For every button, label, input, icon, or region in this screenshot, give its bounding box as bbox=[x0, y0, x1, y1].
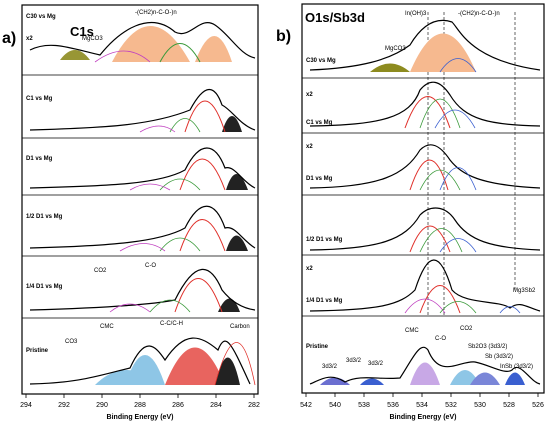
annotation: CO2 bbox=[460, 326, 473, 332]
annotation: CO3 bbox=[65, 339, 78, 345]
panel-b-xtick: 526 bbox=[532, 402, 544, 409]
panel-b-row-c1 bbox=[309, 81, 541, 129]
annotation: 3d3/2 bbox=[322, 364, 338, 370]
annotation: C-O bbox=[435, 336, 446, 342]
panel-a-frame bbox=[21, 4, 259, 395]
annotation: MgCO3 bbox=[82, 36, 103, 42]
panel-a-row-c1 bbox=[29, 88, 256, 133]
panel-a-xtick: 292 bbox=[58, 402, 70, 409]
panel-b-xtick: 532 bbox=[445, 402, 457, 409]
panel-a-letter: a) bbox=[2, 30, 17, 47]
row-label: C30 vs Mg bbox=[306, 58, 336, 64]
panel-b-xtick: 528 bbox=[503, 402, 515, 409]
row-label: Pristine bbox=[26, 348, 49, 354]
row-label: 1/2 D1 vs Mg bbox=[306, 237, 343, 243]
panel-a-title: C1s bbox=[70, 24, 94, 39]
panel-a-row-quarter-d1 bbox=[29, 268, 256, 313]
row-scale: x2 bbox=[26, 36, 33, 42]
annotation: C-O bbox=[145, 263, 156, 269]
annotation: Carbon bbox=[230, 324, 250, 330]
panel-b-row-d1 bbox=[309, 144, 541, 191]
panel-b-letter: b) bbox=[276, 28, 292, 45]
row-label: C30 vs Mg bbox=[26, 14, 56, 20]
panel-a-xtick: 290 bbox=[96, 402, 108, 409]
panel-a-row-d1 bbox=[29, 147, 256, 191]
panel-b-xtick: 538 bbox=[358, 402, 370, 409]
annotation: -(CH2)n-C-O-)n bbox=[458, 11, 500, 17]
annotation: CO2 bbox=[94, 268, 107, 274]
panel-b-row-half-d1 bbox=[309, 207, 541, 253]
panel-a-row-c30 bbox=[29, 22, 256, 63]
panel-b-xtick: 536 bbox=[387, 402, 399, 409]
panel-b-xlabel: Binding Energy (eV) bbox=[390, 414, 457, 421]
row-scale: x2 bbox=[306, 266, 313, 272]
annotation: CMC bbox=[100, 324, 114, 330]
panel-b-xtick: 530 bbox=[474, 402, 486, 409]
panel-b-xtick: 534 bbox=[416, 402, 428, 409]
panel-b-frame bbox=[301, 3, 545, 394]
panel-a-xtick: 286 bbox=[172, 402, 184, 409]
panel-b-title: O1s/Sb3d bbox=[305, 10, 365, 25]
row-scale: x2 bbox=[306, 144, 313, 150]
panel-a-row-pristine bbox=[29, 337, 256, 386]
panel-a-xtick: 282 bbox=[248, 402, 260, 409]
row-label: 1/2 D1 vs Mg bbox=[26, 214, 63, 220]
annotation: In(OH)3 bbox=[405, 11, 427, 17]
annotation: C-C/C-H bbox=[160, 321, 183, 327]
row-label: 1/4 D1 vs Mg bbox=[306, 298, 343, 304]
panel-a-xlabel: Binding Energy (eV) bbox=[107, 414, 174, 421]
panel-b-xtick: 542 bbox=[300, 402, 312, 409]
panel-a-xtick: 284 bbox=[210, 402, 222, 409]
panel-b-xtick: 540 bbox=[329, 402, 341, 409]
panel-b-row-pristine bbox=[309, 346, 541, 385]
annotation: Sb (3d3/2) bbox=[485, 354, 513, 360]
panel-a-xtick: 294 bbox=[20, 402, 32, 409]
row-scale: x2 bbox=[306, 92, 313, 98]
annotation: CMC bbox=[405, 328, 419, 334]
panel-b-row-quarter-d1 bbox=[309, 259, 541, 314]
annotation: Sb2O3 (3d3/2) bbox=[468, 344, 507, 350]
annotation: 3d3/2 bbox=[368, 361, 384, 367]
row-label: D1 vs Mg bbox=[26, 156, 53, 162]
annotation: -(CH2)n-C-O-)n bbox=[135, 10, 177, 16]
annotation: 3d3/2 bbox=[346, 358, 362, 364]
row-label: D1 vs Mg bbox=[306, 176, 333, 182]
panel-a-xtick: 288 bbox=[134, 402, 146, 409]
panel-b-row-c30 bbox=[309, 19, 541, 73]
panel-a-row-half-d1 bbox=[29, 205, 256, 252]
row-label: C1 vs Mg bbox=[26, 96, 53, 102]
annotation: Mg3Sb2 bbox=[513, 288, 536, 294]
row-label: Pristine bbox=[306, 344, 329, 350]
row-label: 1/4 D1 vs Mg bbox=[26, 284, 63, 290]
